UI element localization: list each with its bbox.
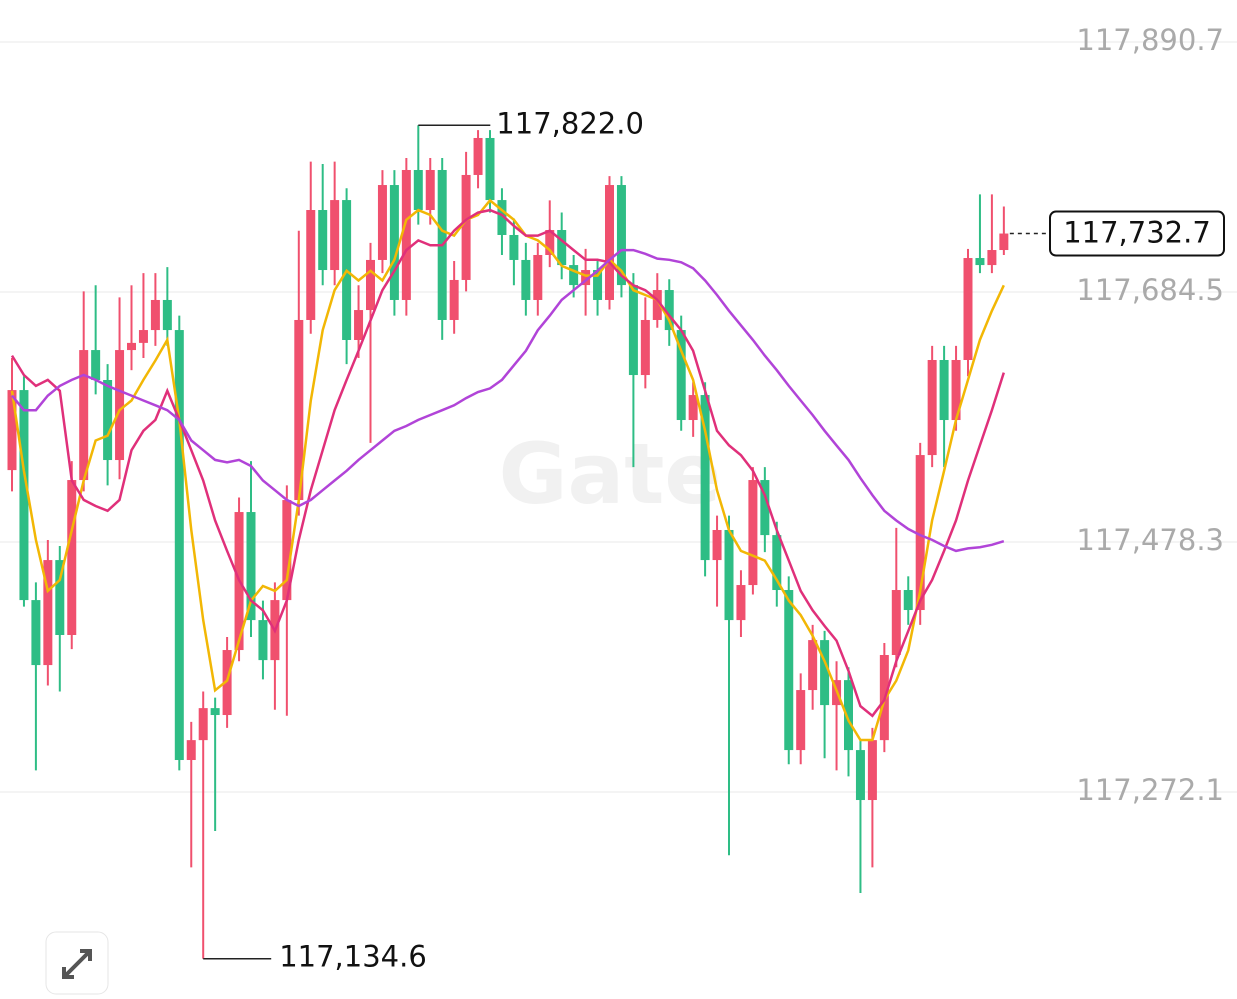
candle-body <box>736 585 746 621</box>
candle-body <box>712 529 722 561</box>
candle-body <box>820 640 830 706</box>
expand-icon[interactable] <box>62 949 92 979</box>
candle-body <box>652 290 662 320</box>
last-price-label: 117,732.7 <box>1063 216 1211 250</box>
candle-body <box>748 480 758 586</box>
candle-body <box>593 270 603 300</box>
candle-body <box>377 185 387 260</box>
candle-body <box>808 640 818 691</box>
candle-body <box>915 455 925 611</box>
candle-body <box>581 270 591 286</box>
expand-button[interactable] <box>45 931 109 995</box>
ma-line <box>10 208 1005 718</box>
candle-body <box>294 319 304 501</box>
candle-body <box>43 560 53 666</box>
candle-body <box>796 690 806 751</box>
candle-body <box>473 137 483 175</box>
candle-body <box>210 708 220 716</box>
candle-body <box>162 299 172 331</box>
candle-body <box>425 169 435 211</box>
candle-body <box>497 200 507 235</box>
candle-body <box>939 359 949 421</box>
last-price-box <box>1049 210 1225 257</box>
candle-body <box>67 480 77 635</box>
candle-body <box>306 210 316 320</box>
candle-body <box>115 350 125 461</box>
candle-body <box>605 185 614 300</box>
candle-body <box>55 560 65 635</box>
candle-body <box>485 137 495 201</box>
candle-body <box>772 535 782 591</box>
candle-body <box>569 265 579 286</box>
candle-body <box>366 259 375 311</box>
candle-body <box>79 350 89 481</box>
candle-body <box>951 359 961 421</box>
candle-body <box>138 330 148 343</box>
candle-body <box>975 258 985 266</box>
candle-body <box>198 708 208 741</box>
candle-body <box>533 254 543 300</box>
candle-body <box>664 290 674 331</box>
candle-body <box>174 330 184 761</box>
candle-body <box>867 740 877 801</box>
candle-body <box>449 279 459 320</box>
candle-body <box>389 185 399 300</box>
y-tick-label: 117,478.3 <box>1076 523 1224 557</box>
candle-body <box>724 529 734 621</box>
candle-body <box>7 390 17 471</box>
ma-line <box>10 198 1005 742</box>
candle-body <box>521 259 531 300</box>
candle-body <box>760 480 770 536</box>
candle-body <box>700 395 710 561</box>
candle-body <box>354 310 364 340</box>
candle-body <box>855 750 865 801</box>
ma-line <box>11 248 1005 553</box>
candle-body <box>246 512 256 621</box>
watermark: Gate <box>499 425 722 523</box>
candle-body <box>640 319 650 376</box>
candle-body <box>688 395 698 421</box>
candle-body <box>616 185 626 286</box>
candle-body <box>258 620 268 661</box>
candle-body <box>91 350 101 381</box>
candle-body <box>509 234 519 260</box>
candle-body <box>927 359 937 456</box>
candle-body <box>999 233 1009 251</box>
low-marker-label: 117,134.6 <box>279 940 427 974</box>
candle-body <box>557 230 567 266</box>
candle-body <box>413 169 423 211</box>
candle-body <box>545 230 555 255</box>
y-tick-label: 117,890.7 <box>1076 23 1224 57</box>
candle-body <box>150 299 160 331</box>
candle-body <box>676 330 686 421</box>
candle-body <box>628 285 638 376</box>
candle-body <box>318 210 328 271</box>
candle-body <box>987 250 997 266</box>
y-tick-label: 117,684.5 <box>1076 273 1224 307</box>
candle-body <box>784 590 794 751</box>
high-marker-label: 117,822.0 <box>496 106 644 140</box>
candle-body <box>330 200 340 271</box>
candle-body <box>461 174 471 280</box>
candle-body <box>891 590 901 656</box>
candle-body <box>963 258 973 360</box>
y-tick-label: 117,272.1 <box>1076 773 1224 807</box>
candle-body <box>186 740 196 761</box>
candle-body <box>19 390 29 601</box>
candle-body <box>31 600 41 666</box>
candle-body <box>844 680 853 751</box>
candle-body <box>127 342 136 351</box>
candle-body <box>222 650 232 716</box>
candle-body <box>401 169 411 300</box>
candle-body <box>903 590 913 611</box>
candle-body <box>282 500 292 601</box>
candle-body <box>103 380 113 461</box>
